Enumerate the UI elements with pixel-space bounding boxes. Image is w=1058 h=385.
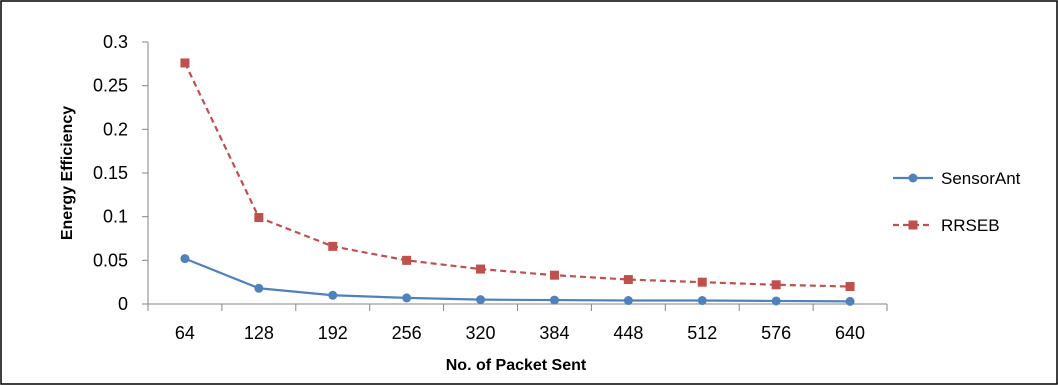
rrseb-point xyxy=(771,280,781,290)
sensorant-series-line xyxy=(184,257,851,303)
rrseb-point xyxy=(697,277,707,287)
rrseb-series-line xyxy=(183,62,851,288)
y-tick-label: 0.1 xyxy=(103,207,128,227)
y-ticks: 0 0.05 0.1 0.15 0.2 0.25 0.3 xyxy=(93,32,148,314)
legend: SensorAnt RRSEB xyxy=(893,169,1021,235)
y-axis-title: Energy Efficiency xyxy=(59,106,76,240)
series-layer xyxy=(180,58,855,306)
x-tick-label: 640 xyxy=(835,323,865,343)
legend-swatch-marker xyxy=(908,220,918,230)
x-tick-label: 192 xyxy=(318,323,348,343)
rrseb-point xyxy=(180,58,190,68)
rrseb-point xyxy=(623,275,633,285)
rrseb-point xyxy=(476,264,486,274)
rrseb-point xyxy=(402,255,412,265)
sensorant-point xyxy=(180,254,190,264)
rrseb-point xyxy=(549,270,559,280)
sensorant-point xyxy=(402,293,412,303)
x-tick-label: 512 xyxy=(687,323,717,343)
y-tick-label: 0.15 xyxy=(93,163,128,183)
rrseb-point xyxy=(328,241,338,251)
x-tick-label: 256 xyxy=(392,323,422,343)
x-tick-label: 448 xyxy=(613,323,643,343)
sensorant-point xyxy=(328,290,338,300)
sensorant-point xyxy=(254,283,264,293)
y-tick-label: 0.05 xyxy=(93,250,128,270)
x-tick-label: 576 xyxy=(761,323,791,343)
sensorant-point xyxy=(845,296,855,306)
sensorant-point xyxy=(623,296,633,306)
x-tick-label: 384 xyxy=(539,323,569,343)
legend-item-sensorant: SensorAnt xyxy=(893,169,1021,188)
y-tick-label: 0.25 xyxy=(93,76,128,96)
y-tick-label: 0.2 xyxy=(103,119,128,139)
sensorant-point xyxy=(771,296,781,306)
x-tick-label: 128 xyxy=(244,323,274,343)
sensorant-point xyxy=(697,296,707,306)
rrseb-point xyxy=(845,282,855,292)
x-tick-label: 64 xyxy=(175,323,195,343)
rrseb-point xyxy=(254,213,264,223)
legend-item-rrseb: RRSEB xyxy=(893,216,1000,235)
y-tick-label: 0.3 xyxy=(103,32,128,52)
sensorant-point xyxy=(549,295,559,305)
legend-label: SensorAnt xyxy=(941,169,1021,188)
legend-label: RRSEB xyxy=(941,216,1000,235)
legend-swatch-marker xyxy=(908,173,918,183)
x-tick-label: 320 xyxy=(466,323,496,343)
x-axis-title: No. of Packet Sent xyxy=(446,357,587,374)
sensorant-point xyxy=(476,295,486,305)
y-tick-label: 0 xyxy=(118,294,128,314)
x-ticks: 64 128 192 256 320 384 448 512 576 640 xyxy=(147,304,888,343)
